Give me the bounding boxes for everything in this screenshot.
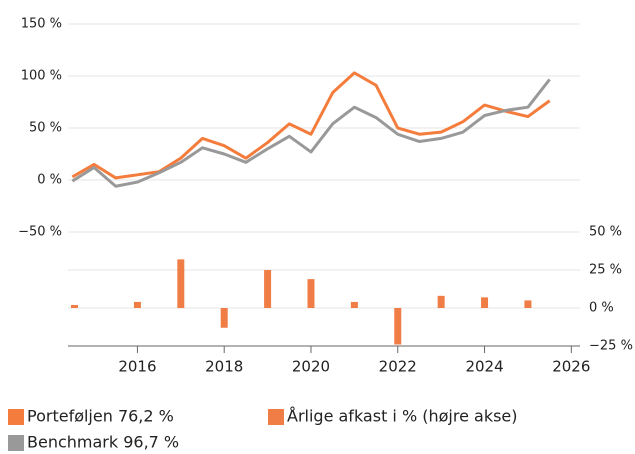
legend-label: Benchmark 96,7 % bbox=[27, 433, 179, 452]
legend-swatch bbox=[8, 409, 24, 425]
y2-tick-label: −25 % bbox=[589, 339, 633, 354]
y2-tick-label: 0 % bbox=[589, 301, 614, 316]
line bbox=[71, 78, 551, 188]
bar bbox=[350, 301, 358, 308]
y-tick-label: 50 % bbox=[29, 121, 62, 136]
bar bbox=[177, 259, 185, 308]
y2-tick-label: 25 % bbox=[589, 263, 622, 278]
y-tick-label: 100 % bbox=[21, 69, 62, 84]
x-tick-label: 2018 bbox=[205, 358, 243, 376]
x-tick-label: 2016 bbox=[118, 358, 156, 376]
x-tick-label: 2020 bbox=[292, 358, 330, 376]
bar bbox=[394, 308, 402, 345]
y-tick-label: 150 % bbox=[21, 17, 62, 32]
x-tick-label: 2026 bbox=[552, 358, 590, 376]
x-tick-label: 2022 bbox=[379, 358, 417, 376]
y-tick-label: 0 % bbox=[37, 173, 62, 188]
bar bbox=[481, 297, 489, 308]
y2-tick-label: 50 % bbox=[589, 225, 622, 240]
legend-label: Årlige afkast i % (højre akse) bbox=[287, 407, 518, 426]
bar bbox=[437, 295, 445, 308]
legend-swatch bbox=[268, 409, 284, 425]
bar bbox=[264, 270, 272, 308]
bar bbox=[220, 308, 228, 328]
bar bbox=[133, 301, 141, 308]
bar bbox=[524, 300, 532, 308]
y-tick-label: −50 % bbox=[18, 225, 62, 240]
line bbox=[71, 71, 551, 180]
bar bbox=[71, 304, 79, 308]
legend-swatch bbox=[8, 435, 24, 451]
bar bbox=[307, 279, 315, 308]
legend-label: Porteføljen 76,2 % bbox=[27, 407, 174, 426]
x-tick-label: 2024 bbox=[465, 358, 503, 376]
